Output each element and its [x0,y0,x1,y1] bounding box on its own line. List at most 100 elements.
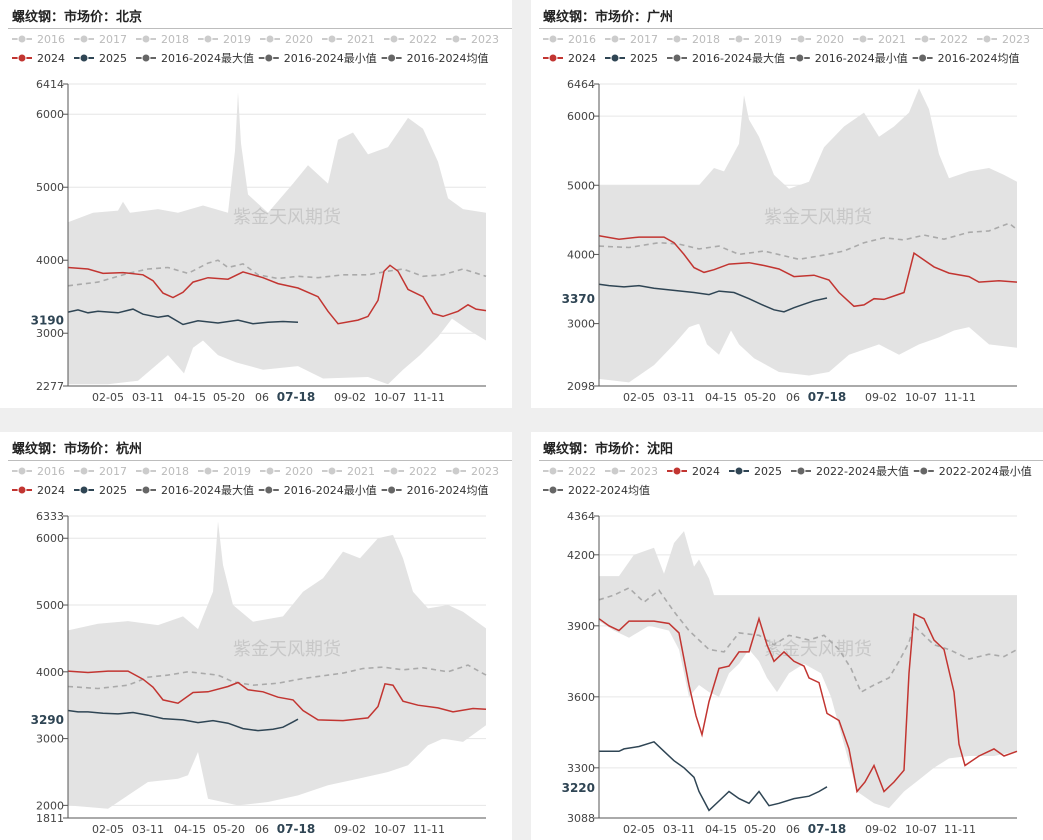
legend-item: 2025 [605,52,658,65]
legend-label: 2024 [37,484,65,497]
legend-marker [610,466,620,476]
legend-label: 2019 [223,33,251,46]
y-tick-label: 5000 [567,179,595,192]
legend-item: 2019 [198,33,251,46]
chart-panel-beijing: 螺纹钢：市场价：北京 2016 2017 2018 2019 2020 2021 2022 2… [0,0,512,408]
current-value-label: 3190 [31,313,64,327]
y-tick-label: 6000 [36,532,64,545]
legend-marker [17,53,27,63]
x-tick-label: 06 [255,391,269,404]
legend-marker [264,53,274,63]
x-tick-label: 09-02 [865,391,897,404]
legend-label: 2023 [471,465,499,478]
series-line-2024 [598,612,1018,794]
legend-label: 2025 [630,52,658,65]
title-divider [8,460,512,461]
x-tick-label: 04-15 [705,391,737,404]
average-line [67,259,487,287]
legend-marker [796,34,806,44]
legend-item: 2024 [12,484,65,497]
max-min-band [599,88,1017,383]
x-tick-label: 09-02 [334,823,366,836]
chart-panel-guangzhou: 螺纹钢：市场价：广州 2016 2017 2018 2019 2020 2021 2022 2… [531,0,1043,408]
legend-label: 2020 [285,465,313,478]
legend-label: 2022 [568,465,596,478]
legend-marker [548,34,558,44]
y-tick-label: 5000 [36,599,64,612]
y-tick-label: 3600 [567,691,595,704]
legend-label: 2016-2024最小值 [815,52,908,65]
legend-marker [17,34,27,44]
legend-item: 2016-2024最小值 [258,52,377,65]
x-tick-label: 09-02 [334,391,366,404]
legend-marker [796,466,806,476]
legend-marker [141,34,151,44]
legend-marker [795,53,805,63]
legend-marker [203,34,213,44]
y-tick-label: 6000 [567,110,595,123]
legend-item: 2022 [915,33,968,46]
current-label-bg [559,289,597,308]
legend-item: 2016-2024最小值 [789,52,908,65]
y-tick-label: 2000 [36,799,64,812]
chart-svg: 2022 2023 2024 2025 2022-2024最大值 2022-2024最小值… [543,464,1032,836]
y-tick-label: 4364 [567,510,595,523]
legend-label: 2023 [630,465,658,478]
current-value-label: 3290 [31,713,64,727]
y-tick-label: 6414 [36,78,64,91]
legend-label: 2016-2024最大值 [692,51,785,65]
legend-item: 2023 [605,465,658,478]
legend-item: 2021 [322,33,375,46]
chart-panel-shenyang: 螺纹钢：市场价：沈阳 2022 2023 2024 2025 2022-2024最大值 2… [531,432,1043,840]
legend-item: 2022-2024最小值 [913,465,1032,478]
y-tick-label: 3000 [567,318,595,331]
y-tick-label: 2277 [36,380,64,393]
legend-item: 2016 [12,33,65,46]
legend-marker [265,34,275,44]
legend-label: 2016-2024均值 [407,52,489,65]
legend-item: 2016-2024均值 [381,52,489,65]
y-tick-label: 5000 [36,181,64,194]
legend-label: 2022-2024均值 [568,484,650,497]
legend-marker [327,34,337,44]
series-line-2025 [67,308,299,326]
average-line [598,586,1018,694]
chart-title: 螺纹钢：市场价：广州 [543,10,674,25]
title-divider [539,28,1043,29]
legend-item: 2022-2024均值 [543,484,650,497]
legend-marker [264,485,274,495]
current-label-bg [559,777,597,796]
x-tick-label: 03-11 [663,823,695,836]
y-tick-label: 6333 [36,510,64,523]
chart-title: 螺纹钢：市场价：北京 [12,10,143,25]
x-tick-label: 03-11 [132,391,164,404]
legend-label: 2016-2024最大值 [161,483,254,497]
legend-item: 2022 [384,33,437,46]
legend-label: 2022 [409,465,437,478]
x-tick-label: 02-05 [92,391,124,404]
legend-label: 2017 [99,465,127,478]
legend-label: 2023 [471,33,499,46]
legend-item: 2017 [605,33,658,46]
legend-label: 2022 [940,33,968,46]
legend-label: 2025 [99,52,127,65]
legend-marker [610,34,620,44]
legend-label: 2016 [37,465,65,478]
legend-marker [548,485,558,495]
y-tick-label: 6464 [567,78,595,91]
legend-marker [918,53,928,63]
title-divider [539,460,1043,461]
y-tick-label: 4000 [567,248,595,261]
x-tick-label: 06 [786,391,800,404]
legend-label: 2016-2024均值 [938,52,1020,65]
x-tick-label: 03-11 [132,823,164,836]
y-tick-label: 3300 [567,762,595,775]
current-value-label: 3370 [562,292,595,306]
legend-label: 2024 [37,52,65,65]
legend-item: 2017 [74,465,127,478]
legend-marker [451,34,461,44]
average-line [598,222,1018,261]
legend-label: 2025 [99,484,127,497]
legend-marker [920,34,930,44]
legend-label: 2020 [816,33,844,46]
